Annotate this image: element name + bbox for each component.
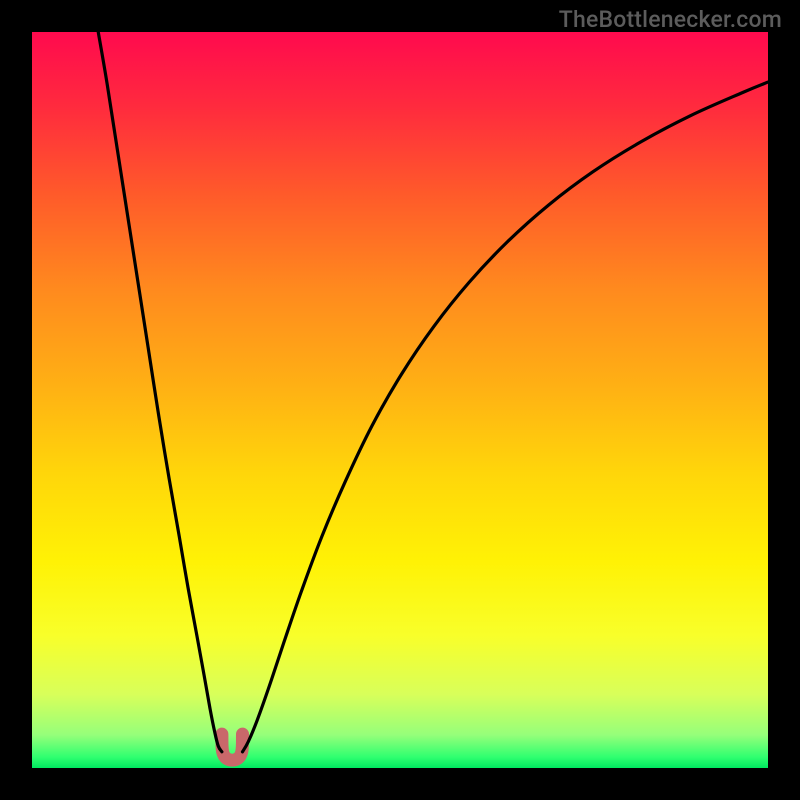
plot-lines [32, 32, 768, 768]
plot-area [32, 32, 768, 768]
watermark-text: TheBottlenecker.com [559, 6, 782, 33]
canvas: TheBottlenecker.com [0, 0, 800, 800]
curve-left-arm [98, 32, 222, 752]
curve-right-arm [242, 82, 768, 752]
dip-marker [222, 734, 243, 760]
